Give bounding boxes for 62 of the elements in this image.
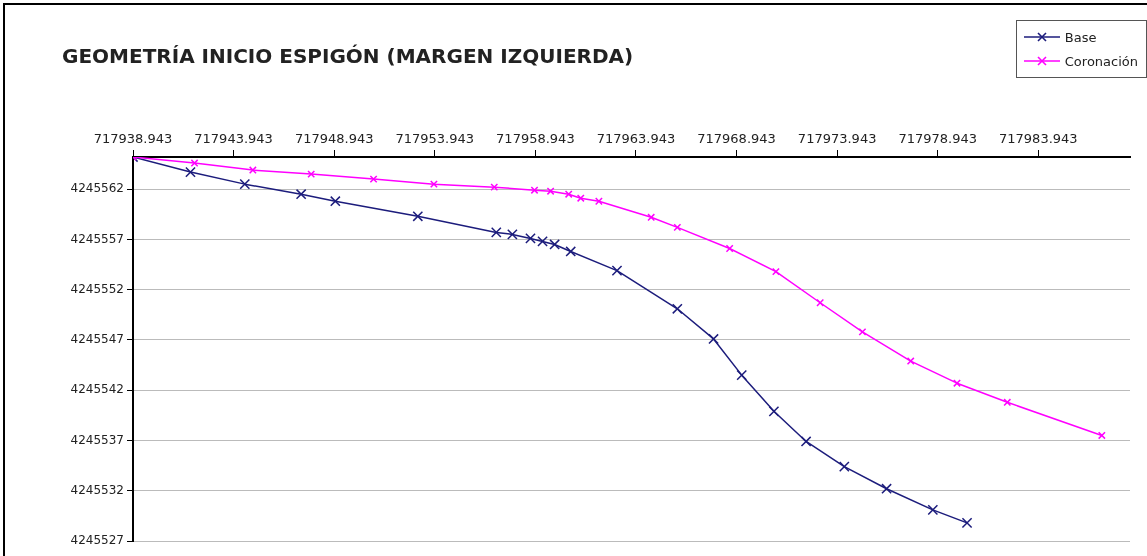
point: [565, 246, 577, 257]
point: [546, 187, 555, 196]
y-tick-label: 4245547: [70, 332, 124, 347]
y-tick-label: 4245552: [70, 281, 124, 296]
x-tick-label: 717963.943: [596, 130, 676, 146]
y-tick-label: 4245562: [70, 181, 124, 196]
point: [185, 166, 196, 178]
y-tick-label: 4245537: [70, 432, 124, 447]
point: [490, 227, 502, 238]
x-tick-label: 717953.943: [395, 130, 475, 146]
point: [1003, 398, 1012, 407]
x-tick-label: 717948.943: [294, 130, 374, 146]
x-tick-label: 717938.943: [93, 130, 173, 146]
x-tick-label: 717973.943: [797, 130, 877, 146]
chart-title: GEOMETRÍA INICIO ESPIGÓN (MARGEN IZQUIERDA): [62, 44, 634, 68]
legend-label: Coronación: [1064, 53, 1138, 69]
point: [248, 166, 257, 174]
point: [725, 244, 734, 253]
point: [771, 267, 780, 276]
y-tick-label: 4245557: [70, 231, 124, 246]
point: [576, 194, 585, 203]
point: [611, 265, 623, 276]
point: [429, 180, 438, 189]
point: [927, 504, 939, 516]
point: [816, 298, 825, 307]
point: [881, 483, 892, 495]
point: [961, 517, 973, 529]
point: [671, 303, 683, 315]
y-tick-label: 4245532: [70, 482, 124, 497]
point: [1097, 431, 1106, 440]
point: [307, 170, 316, 179]
point: [736, 369, 748, 381]
x-tick-label: 717943.943: [194, 130, 273, 146]
legend-label: Base: [1064, 29, 1097, 45]
x-tick-label: 717968.943: [697, 130, 776, 146]
point: [525, 233, 536, 244]
point: [412, 210, 424, 222]
point: [768, 405, 780, 417]
point: [549, 239, 560, 250]
point: [673, 223, 682, 232]
point: [594, 197, 603, 206]
point: [838, 461, 850, 472]
point: [507, 229, 518, 240]
point: [708, 333, 719, 345]
y-tick-label: 4245542: [70, 382, 124, 397]
x-tick-label: 717983.943: [999, 130, 1078, 146]
point: [295, 188, 307, 200]
y-tick-label: 4245527: [70, 533, 124, 548]
point: [490, 183, 499, 192]
point: [953, 379, 961, 388]
point: [800, 436, 812, 447]
point: [329, 195, 341, 207]
point: [530, 186, 539, 195]
x-tick-label: 717978.943: [898, 130, 978, 146]
x-tick-label: 717958.943: [496, 130, 575, 146]
point: [369, 175, 378, 184]
point: [564, 190, 573, 199]
point: [239, 178, 251, 190]
point: [906, 357, 915, 365]
point: [537, 236, 548, 247]
point: [647, 213, 656, 222]
point: [858, 327, 867, 336]
